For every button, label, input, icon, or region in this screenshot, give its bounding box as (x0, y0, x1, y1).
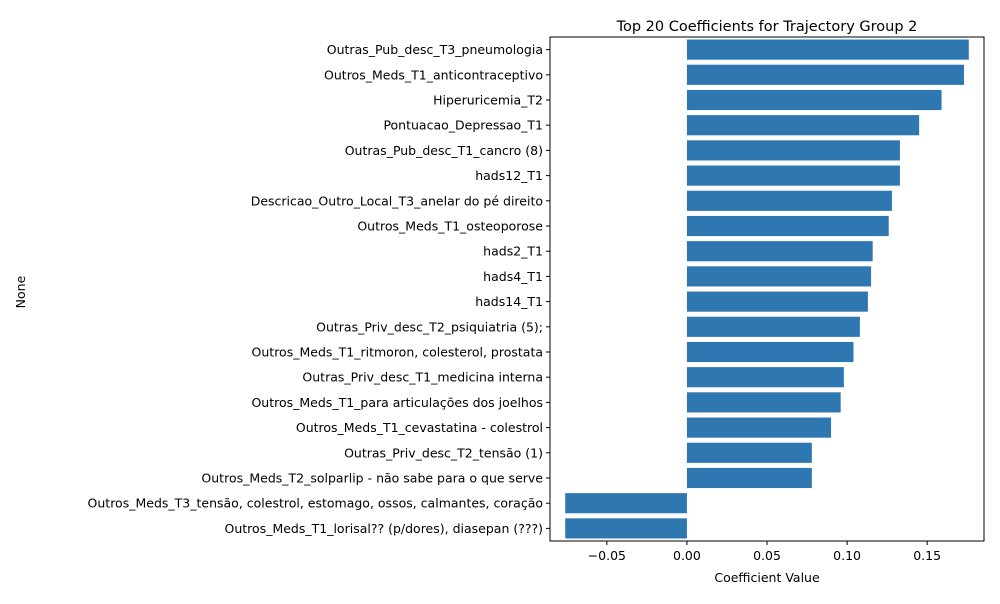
y-tick-label: hads12_T1 (475, 168, 543, 183)
y-tick-label: Outros_Meds_T1_anticontraceptivo (324, 67, 543, 82)
bar (686, 241, 873, 262)
plot-frame (549, 36, 985, 542)
y-tick-label: Pontuacao_Depressao_T1 (383, 118, 543, 133)
y-tick-label: hads4_T1 (483, 269, 543, 284)
y-tick-label: Outros_Meds_T1_para articulações dos joe… (251, 395, 543, 410)
x-tick-label: 0.15 (913, 548, 941, 563)
y-tick-label: hads14_T1 (475, 294, 543, 309)
bar (565, 518, 687, 539)
y-tick-label: Outros_Meds_T3_tensão, colestrol, estoma… (88, 496, 543, 511)
x-tick-label: 0.05 (753, 548, 781, 563)
y-tick-label: Outras_Priv_desc_T2_tensão (1) (344, 445, 543, 460)
x-tick-label: 0.10 (833, 548, 861, 563)
y-tick-label: Hiperuricemia_T2 (433, 93, 543, 108)
bar (686, 165, 900, 186)
y-tick-label: Outros_Meds_T2_solparlip - não sabe para… (201, 471, 543, 486)
chart-title: Top 20 Coefficients for Trajectory Group… (616, 19, 918, 35)
y-tick-label: hads2_T1 (483, 244, 543, 259)
y-tick-label: Outras_Pub_desc_T1_cancro (8) (345, 143, 543, 158)
bar (686, 89, 942, 111)
y-axis-label: None (13, 275, 28, 308)
bar (686, 367, 844, 388)
x-axis-label: Coefficient Value (714, 570, 820, 585)
bar (686, 291, 868, 312)
bar (686, 316, 860, 337)
bar (686, 442, 812, 463)
y-tick-label: Outros_Meds_T1_ritmoron, colesterol, pro… (252, 345, 543, 360)
bar (686, 266, 872, 287)
x-axis: −0.05 0.00 0.05 0.10 0.15 (588, 541, 941, 563)
y-tick-label: Outras_Pub_desc_T3_pneumologia (327, 42, 543, 57)
y-tick-label: Descricao_Outro_Local_T3_anelar do pé di… (251, 193, 543, 208)
y-tick-labels: Outras_Pub_desc_T3_pneumologia Outros_Med… (88, 42, 550, 536)
bar (686, 115, 920, 136)
bar (686, 341, 854, 363)
y-tick-label: Outras_Priv_desc_T1_medicina interna (302, 370, 543, 385)
bar (686, 64, 964, 85)
x-tick-label: −0.05 (588, 548, 626, 563)
y-tick-label: Outros_Meds_T1_osteoporose (357, 219, 543, 234)
y-tick-label: Outros_Meds_T1_lorisal?? (p/dores), dias… (225, 521, 543, 536)
bar (686, 392, 841, 413)
bar (686, 190, 892, 211)
x-tick-label: 0.00 (673, 548, 701, 563)
bar (686, 140, 900, 161)
bar (686, 417, 832, 438)
bar (686, 215, 889, 237)
bars-group (565, 39, 969, 539)
bar (565, 493, 687, 514)
y-tick-label: Outros_Meds_T1_cevastatina - colestrol (296, 420, 543, 435)
bar (686, 39, 969, 60)
bar (686, 467, 812, 489)
y-tick-label: Outras_Priv_desc_T2_psiquiatria (5); (316, 319, 543, 334)
